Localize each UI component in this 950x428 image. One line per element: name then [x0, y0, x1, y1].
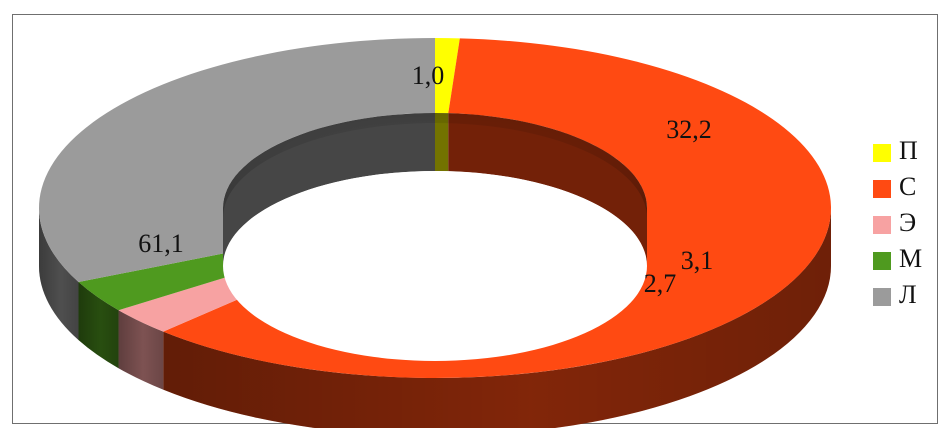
- data-label-1: 61,1: [138, 229, 184, 258]
- legend-label-0: П: [899, 136, 918, 165]
- donut-side-shade-3: [78, 282, 119, 369]
- legend-swatch-1: [873, 180, 891, 198]
- donut-inner-wall-0-0: [435, 113, 449, 172]
- donut-hole-floor: [223, 171, 647, 361]
- legend-label-1: С: [899, 172, 916, 201]
- legend-swatch-4: [873, 288, 891, 306]
- donut-side-shade-1: [163, 208, 831, 428]
- donut-sides: [39, 208, 831, 428]
- donut-slice-4: [39, 38, 436, 283]
- legend-swatch-3: [873, 252, 891, 270]
- legend-label-3: М: [899, 244, 922, 273]
- data-label-3: 3,1: [681, 246, 714, 275]
- legend-swatch-0: [873, 144, 891, 162]
- legend-swatch-2: [873, 216, 891, 234]
- donut-slice-0: [435, 38, 460, 114]
- data-label-2: 2,7: [644, 269, 677, 298]
- donut-slice-3: [78, 249, 266, 311]
- data-labels: 1,0 61,1 2,73,1 32,2: [138, 61, 713, 298]
- donut-hole: [223, 113, 647, 361]
- data-label-4: 32,2: [666, 115, 712, 144]
- data-label-0: 1,0: [412, 61, 445, 90]
- legend-label-2: Э: [899, 208, 916, 237]
- donut-side-shade-4: [39, 208, 79, 341]
- legend-label-4: Л: [899, 280, 917, 309]
- donut-side-shade-2: [118, 310, 164, 390]
